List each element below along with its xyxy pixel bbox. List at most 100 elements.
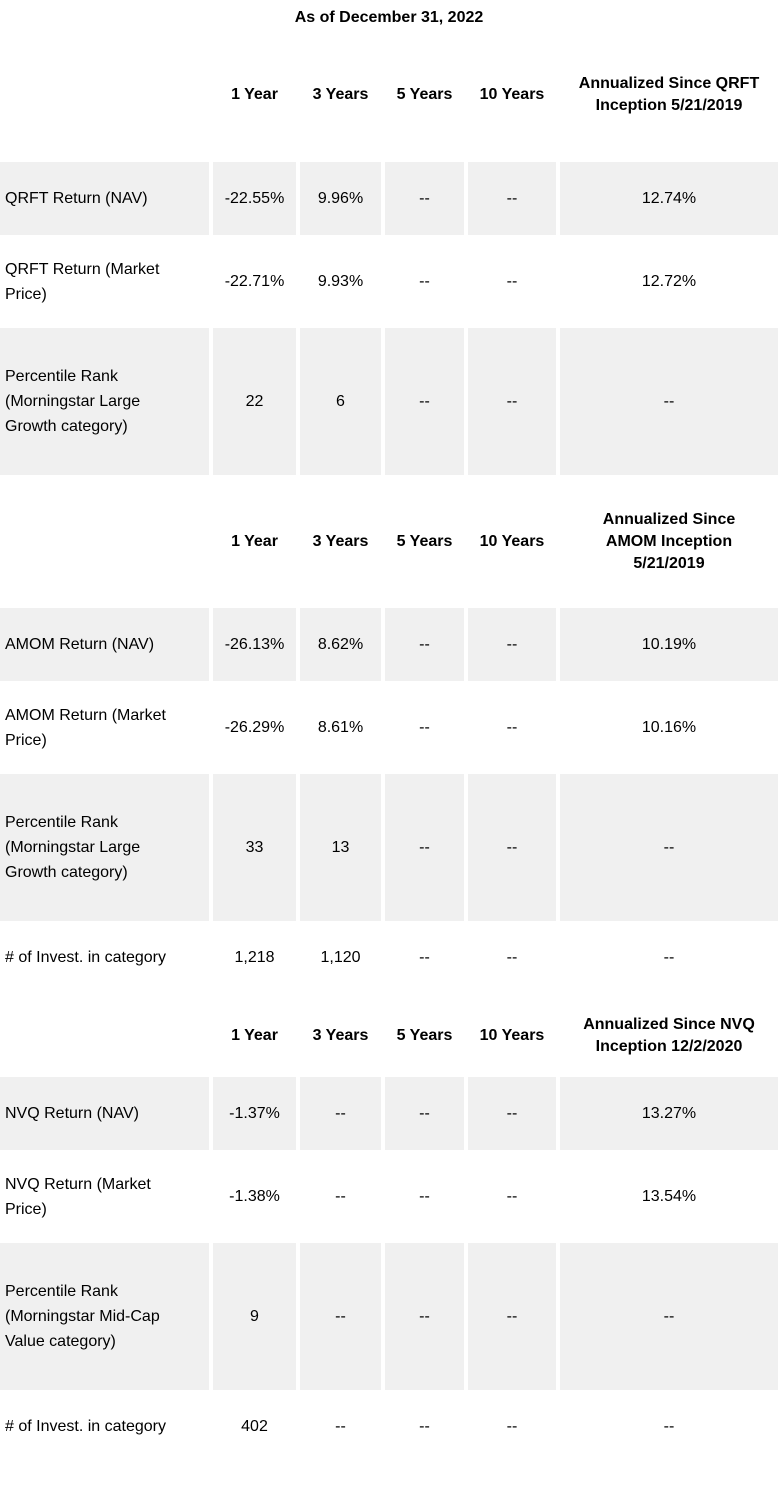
column-header-1-year: 1 Year	[231, 85, 278, 103]
row-label: NVQ Return (Market Price)	[5, 1175, 151, 1218]
qrft-row-qrft-return-nav: QRFT Return (NAV) -22.55% 9.96% -- -- 12.74%	[0, 162, 778, 235]
row-label: Percentile Rank (Morningstar Large Growt…	[0, 328, 209, 475]
header-spacer	[0, 27, 209, 162]
column-header-3-years: 3 Years	[312, 85, 369, 103]
column-header-5-years: 5 Years	[396, 532, 453, 550]
cell-value: --	[663, 1418, 675, 1435]
cell-value: --	[385, 162, 464, 235]
cell-value: 10.19%	[560, 608, 778, 681]
cell-value: 33	[213, 774, 296, 921]
cell-value: --	[468, 608, 556, 681]
amom-performance-table: 1 Year 3 Years 5 Years 10 Years Annualized S…	[0, 475, 778, 994]
cell-value: --	[468, 162, 556, 235]
cell-value: --	[385, 608, 464, 681]
column-header-annualized-since-amom: Annualized Since AMOM Inception 5/21/201…	[602, 510, 736, 572]
column-header-3-years: 3 Years	[312, 1026, 369, 1044]
column-header-3-years: 3 Years	[312, 532, 369, 550]
cell-value: --	[335, 1418, 346, 1435]
cell-value: --	[385, 328, 464, 475]
row-label: Percentile Rank (Morningstar Large Growt…	[0, 774, 209, 921]
cell-value: -26.13%	[213, 608, 296, 681]
cell-value: --	[468, 774, 556, 921]
cell-value: -1.37%	[213, 1077, 296, 1150]
nvq-row-percentile-rank: Percentile Rank (Morningstar Mid-Cap Val…	[0, 1243, 778, 1390]
nvq-performance-table: 1 Year 3 Years 5 Years 10 Years Annualized S…	[0, 994, 778, 1463]
cell-value: --	[506, 1418, 518, 1435]
cell-value: 8.61%	[317, 719, 364, 736]
row-label: # of Invest. in category	[5, 949, 166, 966]
column-header-annualized-since-qrft: Annualized Since QRFT Inception 5/21/201…	[578, 74, 760, 114]
cell-value: -22.71%	[224, 273, 285, 290]
cell-value: --	[560, 328, 778, 475]
column-header-annualized-since-nvq: Annualized Since NVQ Inception 12/2/2020	[583, 1015, 755, 1055]
cell-value: 402	[241, 1418, 268, 1435]
qrft-row-qrft-return-market: QRFT Return (Market Price) -22.71% 9.93% --…	[0, 235, 778, 328]
cell-value: --	[385, 774, 464, 921]
column-header-5-years: 5 Years	[396, 1026, 453, 1044]
cell-value: --	[506, 719, 518, 736]
row-label: AMOM Return (NAV)	[0, 608, 209, 681]
column-header-1-year: 1 Year	[231, 532, 278, 550]
nvq-row-of-invest-in-category: # of Invest. in category 402 -- -- -- --	[0, 1390, 778, 1463]
cell-value: 12.72%	[641, 273, 697, 290]
cell-value: --	[468, 1243, 556, 1390]
nvq-row-nvq-return-market: NVQ Return (Market Price) -1.38% -- -- -- 13.…	[0, 1150, 778, 1243]
cell-value: 22	[213, 328, 296, 475]
cell-value: --	[506, 949, 518, 966]
cell-value: --	[419, 949, 430, 966]
amom-row-amom-return-nav: AMOM Return (NAV) -26.13% 8.62% -- -- 10.19%	[0, 608, 778, 681]
cell-value: --	[385, 1243, 464, 1390]
cell-value: --	[300, 1077, 381, 1150]
cell-value: 1,218	[234, 949, 275, 966]
cell-value: --	[385, 1077, 464, 1150]
column-header-10-years: 10 Years	[479, 85, 545, 103]
amom-row-amom-return-market: AMOM Return (Market Price) -26.29% 8.61% --…	[0, 681, 778, 774]
cell-value: --	[300, 1243, 381, 1390]
row-label: QRFT Return (NAV)	[0, 162, 209, 235]
column-header-10-years: 10 Years	[479, 1026, 545, 1044]
cell-value: 13.54%	[641, 1188, 697, 1205]
amom-header-row: 1 Year 3 Years 5 Years 10 Years Annualized S…	[0, 475, 778, 608]
header-spacer	[0, 475, 209, 608]
row-label: # of Invest. in category	[5, 1418, 166, 1435]
row-label: Percentile Rank (Morningstar Mid-Cap Val…	[0, 1243, 209, 1390]
cell-value: --	[506, 1188, 518, 1205]
cell-value: -26.29%	[224, 719, 285, 736]
nvq-row-nvq-return-nav: NVQ Return (NAV) -1.37% -- -- -- 13.27%	[0, 1077, 778, 1150]
qrft-performance-table: 1 Year 3 Years 5 Years 10 Years Annualized S…	[0, 27, 778, 475]
cell-value: --	[560, 1243, 778, 1390]
cell-value: 10.16%	[641, 719, 697, 736]
column-header-1-year: 1 Year	[231, 1026, 278, 1044]
cell-value: 1,120	[320, 949, 361, 966]
row-label: AMOM Return (Market Price)	[5, 706, 166, 749]
cell-value: 6	[300, 328, 381, 475]
header-spacer	[0, 994, 209, 1077]
cell-value: --	[419, 1418, 430, 1435]
cell-value: --	[419, 273, 430, 290]
cell-value: 13	[300, 774, 381, 921]
cell-value: 13.27%	[560, 1077, 778, 1150]
row-label: QRFT Return (Market Price)	[5, 260, 160, 303]
cell-value: --	[506, 273, 518, 290]
cell-value: 9.93%	[317, 273, 364, 290]
cell-value: --	[468, 1077, 556, 1150]
amom-row-percentile-rank: Percentile Rank (Morningstar Large Growt…	[0, 774, 778, 921]
page-title: As of December 31, 2022	[294, 9, 484, 26]
nvq-header-row: 1 Year 3 Years 5 Years 10 Years Annualized S…	[0, 994, 778, 1077]
qrft-header-row: 1 Year 3 Years 5 Years 10 Years Annualized S…	[0, 27, 778, 162]
cell-value: 12.74%	[560, 162, 778, 235]
cell-value: --	[419, 1188, 430, 1205]
cell-value: -22.55%	[213, 162, 296, 235]
qrft-row-percentile-rank: Percentile Rank (Morningstar Large Growt…	[0, 328, 778, 475]
column-header-10-years: 10 Years	[479, 532, 545, 550]
cell-value: --	[468, 328, 556, 475]
cell-value: 8.62%	[300, 608, 381, 681]
cell-value: --	[663, 949, 675, 966]
column-header-5-years: 5 Years	[396, 85, 453, 103]
cell-value: -1.38%	[229, 1188, 280, 1205]
amom-row-of-invest-in-category: # of Invest. in category 1,218 1,120 -- -- --	[0, 921, 778, 994]
cell-value: --	[419, 719, 430, 736]
cell-value: --	[560, 774, 778, 921]
cell-value: 9.96%	[300, 162, 381, 235]
